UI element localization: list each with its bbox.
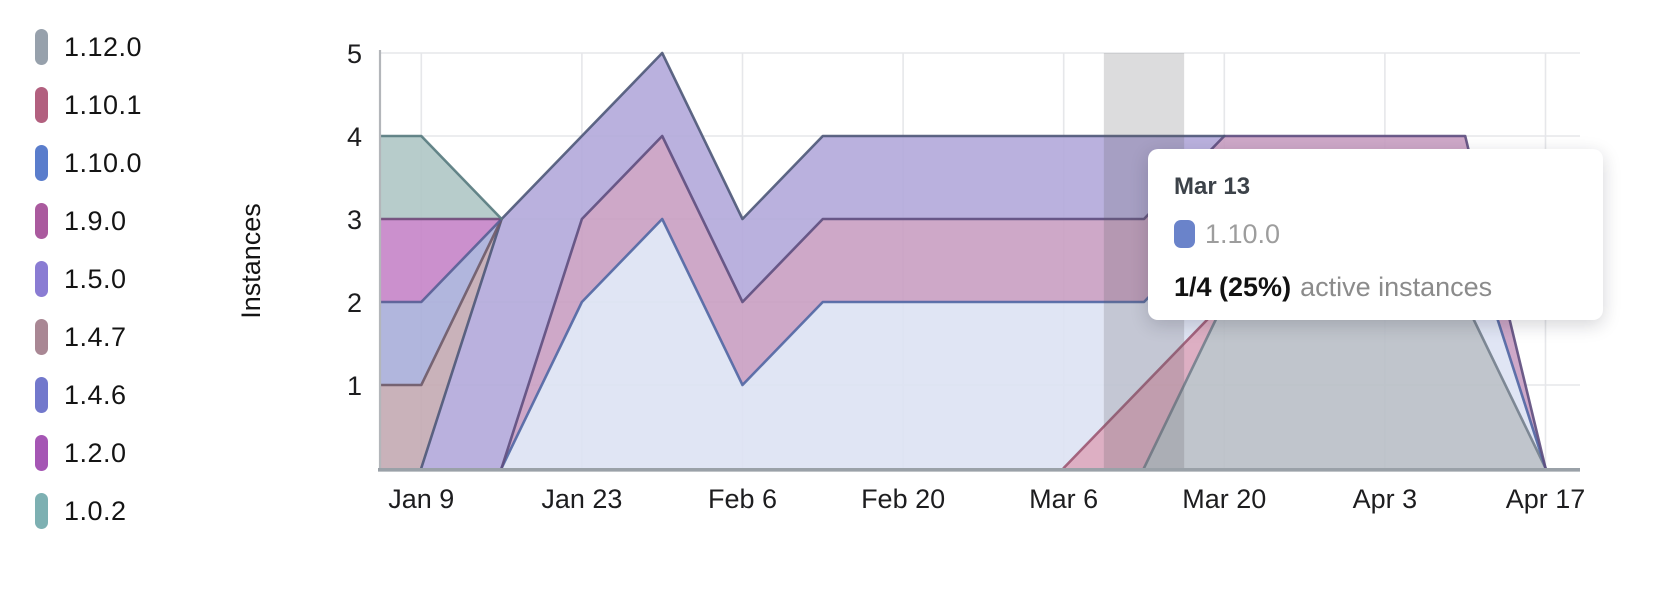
legend-item-1.5.0[interactable]: 1.5.0 [35, 250, 142, 308]
legend-label: 1.10.0 [64, 147, 143, 178]
legend-label: 1.5.0 [64, 263, 127, 294]
legend-swatch-icon [35, 87, 48, 123]
series-line-1.10.1 [1062, 300, 1226, 470]
x-tick-label: Jan 23 [541, 484, 622, 514]
y-tick-label: 3 [347, 205, 362, 235]
series-lines [380, 51, 1547, 470]
tooltip-series-label: 1.10.0 [1205, 218, 1281, 249]
x-tick-label: Mar 6 [1029, 484, 1098, 514]
legend-label: 1.4.6 [64, 379, 127, 410]
series-line-1.4.7 [380, 217, 503, 387]
legend-item-1.4.7[interactable]: 1.4.7 [35, 308, 142, 366]
tooltip-date: Mar 13 [1174, 173, 1251, 200]
x-tick-label: Feb 20 [861, 484, 945, 514]
legend-swatch-icon [35, 319, 48, 355]
tooltip-stats: 1/4 (25%) active instances [1174, 274, 1577, 301]
y-tick-label: 4 [347, 122, 362, 152]
y-axis-title: Instances [236, 203, 266, 319]
x-tick-label: Jan 9 [388, 484, 454, 514]
legend-item-1.9.0[interactable]: 1.9.0 [35, 192, 142, 250]
legend-item-1.2.0[interactable]: 1.2.0 [35, 424, 142, 482]
x-tick-label: Mar 20 [1182, 484, 1266, 514]
legend-label: 1.12.0 [64, 31, 143, 62]
y-tick-label: 1 [347, 371, 362, 401]
tooltip-value: 1/4 (25%) [1174, 272, 1292, 302]
y-tick-label: 2 [347, 288, 362, 318]
legend-item-1.4.6[interactable]: 1.4.6 [35, 366, 142, 424]
tooltip-series-swatch-icon [1174, 220, 1195, 248]
legend-item-1.12.0[interactable]: 1.12.0 [35, 18, 142, 76]
legend-swatch-icon [35, 145, 48, 181]
series-line-1.5.0 [420, 51, 1226, 470]
legend-item-1.10.0[interactable]: 1.10.0 [35, 134, 142, 192]
legend-swatch-icon [35, 435, 48, 471]
x-tick-label: Feb 6 [708, 484, 777, 514]
legend-label: 1.0.2 [64, 495, 127, 526]
chart-tooltip: Mar 13 1.10.0 1/4 (25%) active instances [1148, 149, 1603, 320]
legend-label: 1.4.7 [64, 321, 127, 352]
legend-label: 1.2.0 [64, 437, 127, 468]
legend-swatch-icon [35, 377, 48, 413]
legend-swatch-icon [35, 261, 48, 297]
legend-swatch-icon [35, 29, 48, 65]
legend-label: 1.10.1 [64, 89, 143, 120]
legend-item-1.10.1[interactable]: 1.10.1 [35, 76, 142, 134]
legend-label: 1.9.0 [64, 205, 127, 236]
series-line-1.4.6 [380, 217, 503, 304]
y-tick-label: 5 [347, 39, 362, 69]
legend-swatch-icon [35, 493, 48, 529]
series-line-1.0.2 [380, 134, 503, 221]
chart-legend: 1.12.0 1.10.1 1.10.0 1.9.0 1.5.0 1.4.7 1.4.6 1.… [35, 18, 142, 540]
tooltip-series-row: 1.10.0 [1174, 220, 1577, 248]
series-line-1.9.0 [500, 134, 1547, 470]
legend-swatch-icon [35, 203, 48, 239]
x-tick-label: Apr 17 [1506, 484, 1586, 514]
legend-item-1.0.2[interactable]: 1.0.2 [35, 482, 142, 540]
area-band-1.12.0 [380, 302, 1546, 468]
tooltip-value-suffix: active instances [1300, 272, 1493, 302]
x-tick-label: Apr 3 [1353, 484, 1418, 514]
